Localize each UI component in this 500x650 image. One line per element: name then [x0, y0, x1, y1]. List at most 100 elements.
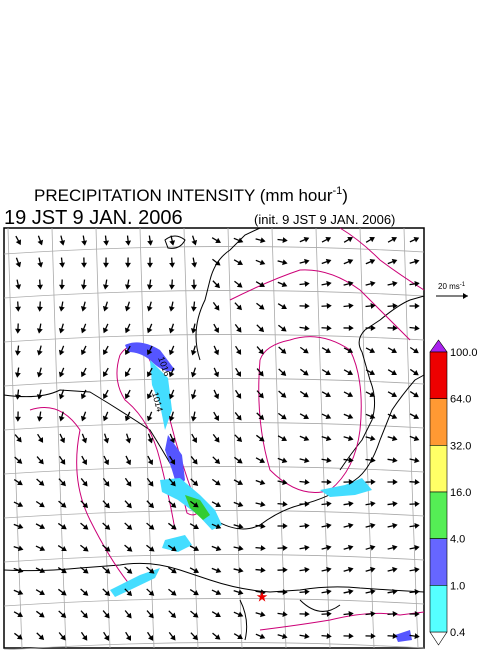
wind-arrowhead [370, 588, 376, 595]
wind-arrowhead [347, 237, 353, 243]
wind-arrowhead [413, 413, 420, 420]
wind-arrowhead [81, 459, 87, 466]
wind-arrowhead [304, 280, 310, 287]
colorbar-segment [429, 491, 448, 539]
wind-arrowhead [326, 588, 332, 595]
wind-arrowhead [370, 610, 376, 617]
wind-arrowhead [258, 414, 265, 420]
wind-arrowhead [171, 546, 177, 552]
wind-arrowhead [392, 325, 398, 331]
wind-arrowhead [60, 480, 66, 487]
wind-arrowhead [260, 589, 266, 596]
wind-arrowhead [37, 239, 44, 246]
valid-time: 19 JST 9 JAN. 2006 [4, 207, 183, 229]
title: PRECIPITATION INTENSITY (mm hour-1) [34, 185, 348, 205]
wind-arrowhead [126, 524, 133, 530]
wind-arrowhead [82, 590, 89, 596]
wind-vectors [13, 235, 420, 641]
wind-arrowhead [80, 415, 87, 422]
wind-arrowhead [326, 479, 332, 485]
wind-arrowhead [282, 237, 288, 244]
wind-arrowhead [192, 480, 199, 486]
wind-arrowhead [258, 392, 264, 399]
wind-scale-arrowhead [463, 293, 468, 299]
wind-arrowhead [236, 282, 243, 288]
wind-arrowhead [15, 328, 21, 334]
title-text: PRECIPITATION INTENSITY (mm hour [34, 186, 333, 205]
wind-arrowhead [81, 262, 87, 268]
wind-arrowhead [282, 567, 288, 573]
wind-arrowhead [168, 415, 175, 422]
wind-arrowhead [414, 479, 420, 486]
wind-arrowhead [193, 545, 200, 552]
wind-arrowhead [15, 284, 22, 290]
wind-arrowhead [147, 635, 154, 641]
wind-arrowhead [391, 435, 398, 442]
wind-arrowhead [304, 633, 310, 640]
wind-arrowhead [391, 413, 398, 420]
wind-arrowhead [237, 479, 244, 486]
wind-arrowhead [14, 394, 21, 400]
wind-arrowhead [61, 524, 67, 530]
colorbar-segment [429, 398, 448, 446]
wind-arrowhead [171, 568, 177, 574]
wind-arrowhead [169, 459, 176, 465]
wind-arrowhead [369, 413, 376, 420]
wind-arrowhead [103, 262, 109, 268]
wind-arrowhead [259, 633, 266, 640]
wind-arrowhead [392, 610, 398, 617]
wind-arrowhead [17, 545, 24, 552]
wind-arrowhead [237, 611, 244, 618]
wind-arrowhead [304, 522, 310, 529]
wind-arrowhead [414, 522, 420, 529]
wind-arrowhead [392, 302, 398, 309]
wind-arrowhead [414, 633, 420, 640]
wind-arrowhead [370, 280, 376, 287]
wind-arrowhead [326, 500, 332, 507]
wind-arrowhead [17, 480, 23, 486]
wind-arrowhead [347, 391, 354, 398]
wind-arrowhead [237, 259, 243, 265]
wind-arrowhead [16, 458, 23, 464]
wind-arrowhead [281, 435, 288, 441]
wind-arrowhead [413, 348, 419, 354]
wind-arrowhead [15, 306, 22, 312]
wind-arrowhead [414, 457, 420, 464]
wind-arrowhead [391, 391, 398, 397]
wind-arrowhead [304, 325, 310, 332]
wind-arrowhead [61, 545, 67, 552]
wind-arrowhead [168, 393, 175, 400]
wind-arrowhead [81, 437, 88, 444]
wind-arrowhead [170, 524, 177, 530]
wind-arrowhead [191, 437, 197, 443]
wind-arrowhead [82, 546, 89, 552]
wind-arrowhead [348, 633, 354, 639]
wind-arrowhead [325, 236, 332, 243]
wind-arrowhead [192, 612, 199, 618]
wind-arrowhead [215, 523, 222, 530]
wind-arrowhead [80, 349, 87, 356]
colorbar: 100.0 64.0 32.0 16.0 4.0 1.0 0.4 [429, 339, 478, 646]
wind-arrowhead [104, 568, 111, 574]
wind-arrowhead [168, 327, 175, 334]
wind-arrowhead [236, 458, 243, 464]
wind-arrowhead [259, 281, 265, 287]
wind-arrowhead [146, 327, 153, 334]
wind-arrowhead [124, 393, 131, 400]
wind-arrowhead [370, 325, 376, 331]
colorbar-label: 32.0 [450, 440, 471, 452]
wind-arrowhead [126, 481, 132, 487]
wind-arrowhead [36, 394, 43, 400]
wind-arrowhead [38, 612, 45, 618]
wind-arrowhead [36, 350, 43, 356]
wind-arrowhead [370, 522, 376, 529]
wind-arrowhead [146, 415, 153, 422]
wind-arrowhead [80, 371, 87, 378]
wind-arrowhead [369, 369, 376, 375]
parallel [3, 290, 425, 299]
wind-arrowhead [260, 545, 266, 552]
wind-arrowhead [15, 261, 22, 268]
wind-arrowhead [39, 523, 46, 530]
wind-arrowhead [392, 566, 398, 573]
